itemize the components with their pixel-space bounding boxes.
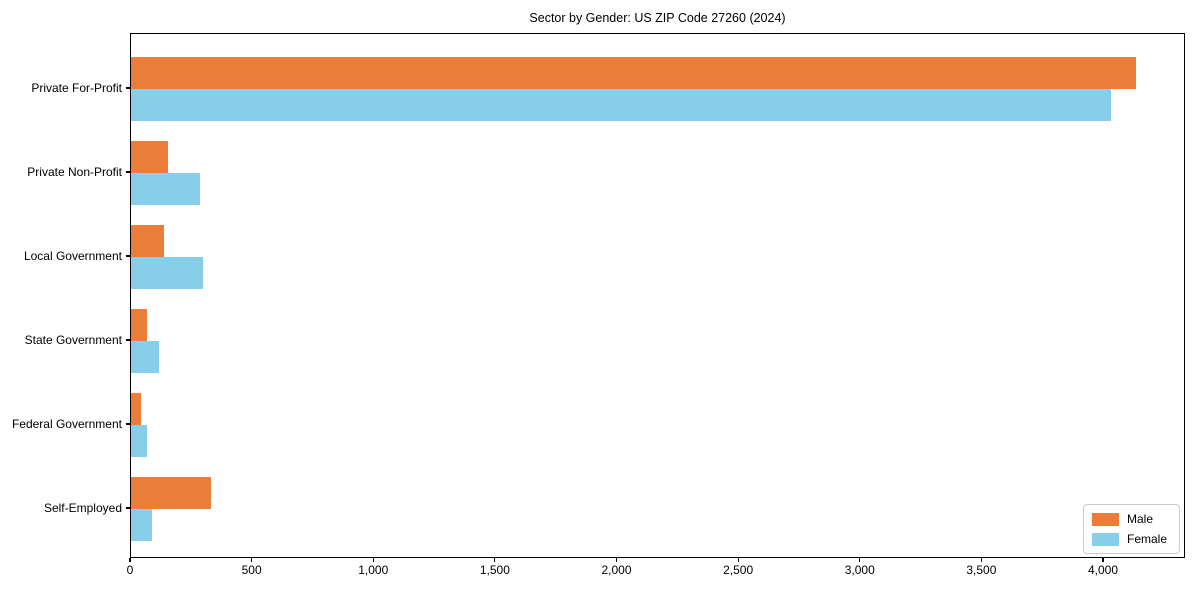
xtick-label-1500: 1,500 — [479, 563, 510, 577]
bar-female-private-non-profit — [131, 173, 201, 205]
xtick-mark — [1102, 558, 1104, 562]
ytick-label-local-government: Local Government — [23, 249, 122, 263]
xtick-mark — [615, 558, 618, 562]
xtick-mark — [737, 558, 739, 562]
bar-male-state-government — [131, 309, 147, 341]
legend-swatch-female — [1091, 532, 1119, 546]
xtick-mark — [859, 558, 861, 562]
bar-female-private-for-profit — [131, 89, 1112, 121]
bar-male-private-non-profit — [131, 141, 168, 173]
legend: Male Female — [1082, 504, 1180, 554]
xtick-label-1000: 1,000 — [358, 563, 389, 577]
xtick-mark — [494, 558, 496, 562]
bar-female-state-government — [131, 341, 160, 373]
legend-item-female: Female — [1091, 532, 1167, 546]
xtick-label-3000: 3,000 — [844, 563, 875, 577]
ytick-mark — [126, 87, 130, 89]
xtick-mark — [372, 558, 374, 562]
bar-male-federal-government — [131, 393, 141, 425]
ytick-mark — [126, 255, 130, 257]
chart-title: Sector by Gender: US ZIP Code 27260 (202… — [529, 11, 786, 25]
bar-female-federal-government — [131, 425, 147, 457]
xtick-mark — [129, 558, 131, 562]
ytick-label-federal-government: Federal Government — [11, 417, 122, 431]
legend-item-male: Male — [1091, 512, 1167, 526]
legend-label-female: Female — [1126, 532, 1167, 546]
bar-male-private-for-profit — [131, 57, 1136, 89]
ytick-mark — [126, 507, 130, 509]
bar-male-local-government — [131, 225, 165, 257]
ytick-label-state-government: State Government — [24, 333, 122, 347]
ytick-label-private-for-profit: Private For-Profit — [31, 81, 122, 95]
bar-female-local-government — [131, 257, 203, 289]
bar-male-self-employed — [131, 477, 212, 509]
xtick-label-500: 500 — [241, 563, 262, 577]
ytick-mark — [126, 339, 130, 341]
xtick-mark — [980, 558, 982, 562]
xtick-label-0: 0 — [126, 563, 134, 577]
xtick-label-2000: 2,000 — [601, 563, 632, 577]
ytick-label-self-employed: Self-Employed — [43, 501, 122, 515]
bar-female-self-employed — [131, 509, 153, 541]
xtick-label-4000: 4,000 — [1088, 563, 1119, 577]
xtick-mark — [251, 558, 253, 562]
ytick-mark — [126, 423, 130, 425]
ytick-mark — [126, 171, 130, 173]
xtick-label-2500: 2,500 — [723, 563, 754, 577]
plot-area: Male Female — [130, 33, 1185, 558]
legend-label-male: Male — [1126, 512, 1153, 526]
legend-swatch-male — [1091, 512, 1119, 526]
ytick-label-private-non-profit: Private Non-Profit — [27, 165, 122, 179]
xtick-label-3500: 3,500 — [966, 563, 997, 577]
